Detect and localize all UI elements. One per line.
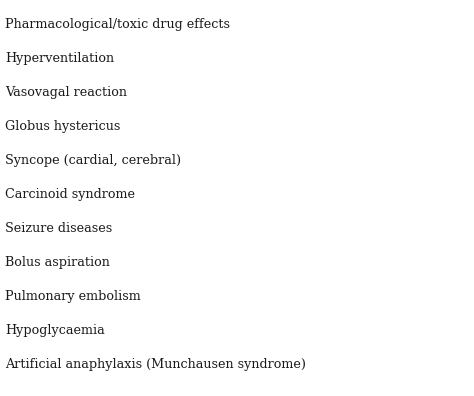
Text: Hypoglycaemia: Hypoglycaemia bbox=[5, 324, 105, 337]
Text: Pulmonary embolism: Pulmonary embolism bbox=[5, 290, 141, 303]
Text: Pharmacological/toxic drug effects: Pharmacological/toxic drug effects bbox=[5, 18, 230, 31]
Text: Vasovagal reaction: Vasovagal reaction bbox=[5, 86, 127, 99]
Text: Carcinoid syndrome: Carcinoid syndrome bbox=[5, 188, 135, 201]
Text: Seizure diseases: Seizure diseases bbox=[5, 222, 112, 235]
Text: Artificial anaphylaxis (Munchausen syndrome): Artificial anaphylaxis (Munchausen syndr… bbox=[5, 358, 306, 371]
Text: Syncope (cardial, cerebral): Syncope (cardial, cerebral) bbox=[5, 154, 181, 167]
Text: Globus hystericus: Globus hystericus bbox=[5, 120, 120, 133]
Text: Hyperventilation: Hyperventilation bbox=[5, 52, 114, 65]
Text: Bolus aspiration: Bolus aspiration bbox=[5, 256, 110, 269]
